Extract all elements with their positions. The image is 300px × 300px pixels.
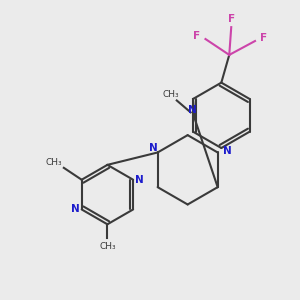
Text: N: N [188, 105, 197, 116]
Text: N: N [223, 146, 232, 156]
Text: N: N [71, 204, 80, 214]
Text: N: N [149, 142, 158, 152]
Text: CH₃: CH₃ [46, 158, 62, 167]
Text: F: F [228, 14, 235, 24]
Text: F: F [260, 33, 268, 43]
Text: CH₃: CH₃ [99, 242, 116, 250]
Text: CH₃: CH₃ [163, 90, 179, 99]
Text: N: N [135, 175, 143, 185]
Text: F: F [193, 31, 200, 41]
